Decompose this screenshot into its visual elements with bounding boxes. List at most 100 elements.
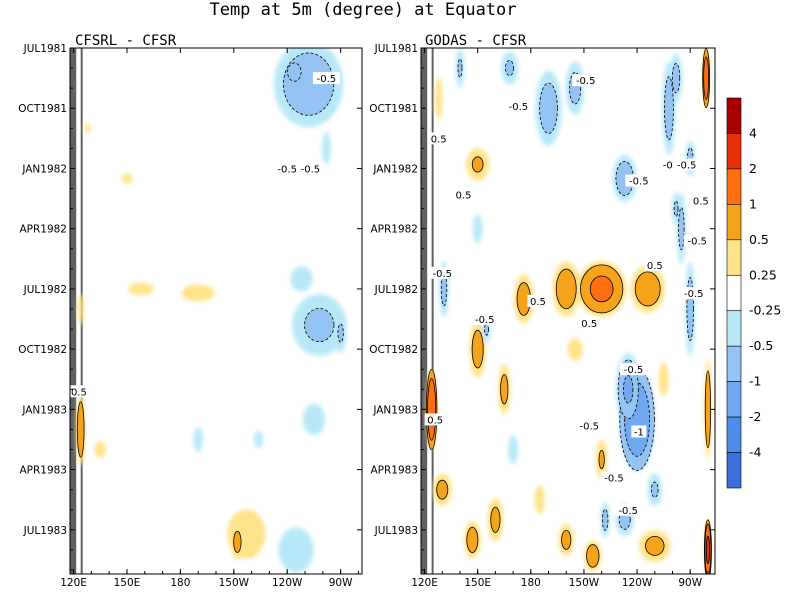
- svg-text:-0.5: -0.5: [688, 237, 708, 248]
- y-tick-jul1982: JUL1982: [374, 284, 715, 296]
- svg-text:-0.5: -0.5: [618, 506, 638, 517]
- anomaly-region: [555, 268, 577, 310]
- colorbar-label: 0.25: [749, 267, 777, 282]
- contour-label: 0.5: [424, 413, 446, 426]
- anomaly-region: [484, 322, 489, 336]
- y-tick-jul1983: JUL1983: [23, 525, 362, 537]
- svg-text:JAN1982: JAN1982: [21, 163, 67, 175]
- contour-labels-cfsrl-cfsr: -0.5 -0.5 -0.5 0.5: [68, 72, 340, 398]
- panel-cfsrl-cfsr: CFSRL - CFSR -0.5 -0.5 -0.5 0.5 120E 150E 180…: [18, 33, 363, 589]
- svg-text:120W: 120W: [272, 577, 303, 589]
- anomaly-region: [534, 485, 545, 514]
- contour-label: -0.5: [680, 286, 708, 300]
- anomaly-region: [457, 58, 463, 78]
- colorbar-label: -0.5: [749, 338, 773, 353]
- contour-label: 0.5: [68, 385, 90, 398]
- anomaly-region: [686, 277, 694, 341]
- svg-text:JUL1981: JUL1981: [374, 43, 418, 55]
- svg-text:-0.5: -0.5: [684, 289, 704, 300]
- anomaly-region: [287, 62, 302, 82]
- anomaly-region: [500, 374, 509, 405]
- anomaly-region: [705, 535, 710, 565]
- y-tick-oct1981: OCT1981: [18, 103, 362, 115]
- svg-text:0.5: 0.5: [693, 197, 709, 208]
- colorbar-swatch: [726, 168, 742, 205]
- contour-label: -0.5: [683, 234, 711, 248]
- anomaly-region: [634, 271, 661, 307]
- field-godas-cfsr: [421, 48, 712, 574]
- svg-text:90W: 90W: [329, 577, 353, 589]
- colorbar: 4 2 1 0.5 0.25 -0.25 -0.5 -1 -2 -4: [726, 97, 781, 489]
- svg-text:150W: 150W: [219, 577, 250, 589]
- svg-text:OCT1981: OCT1981: [369, 103, 418, 115]
- contour-label: -0.5: [504, 100, 532, 113]
- contour-label: -0.5: [614, 503, 642, 517]
- field-cfsrl-cfsr: [70, 48, 347, 574]
- y-tick-jan1983: JAN1983: [372, 404, 715, 416]
- x-tick-180: 180: [170, 48, 190, 589]
- contour-label: -0.5: [673, 158, 701, 171]
- y-tick-oct1982: OCT1982: [18, 344, 362, 356]
- svg-text:-0.5: -0.5: [432, 269, 452, 280]
- svg-text:OCT1982: OCT1982: [18, 344, 67, 356]
- svg-text:150W: 150W: [569, 577, 600, 589]
- colorbar-swatch: [726, 239, 742, 276]
- colorbar-swatch: [726, 381, 742, 418]
- y-tick-apr1983: APR1983: [370, 465, 715, 477]
- svg-text:0.5: 0.5: [530, 297, 546, 308]
- frame-godas-cfsr: [420, 47, 716, 575]
- anomaly-region: [471, 156, 484, 173]
- anomaly-region: [664, 76, 674, 141]
- anomaly-region: [472, 214, 483, 243]
- colorbar-swatch: [726, 204, 742, 241]
- svg-text:-0.5: -0.5: [509, 102, 529, 113]
- anomaly-region: [181, 284, 216, 302]
- anomaly-region: [508, 435, 519, 464]
- anomaly-region: [278, 527, 314, 573]
- contour-label: -0.5: [572, 74, 600, 87]
- svg-text:APR1983: APR1983: [19, 465, 67, 477]
- svg-text:-0.5: -0.5: [475, 315, 495, 326]
- colorbar-swatch: [726, 452, 742, 489]
- anomaly-region: [703, 56, 710, 100]
- y-tick-oct1981: OCT1981: [369, 103, 715, 115]
- svg-text:150E: 150E: [114, 577, 141, 589]
- anomaly-region: [539, 82, 558, 134]
- svg-text:-0.5: -0.5: [579, 421, 599, 432]
- anomaly-region: [128, 282, 155, 296]
- anomaly-region: [304, 308, 335, 343]
- svg-text:-0.5: -0.5: [624, 365, 644, 376]
- chart-title: Temp at 5m (degree) at Equator: [209, 0, 516, 20]
- contour-label: 0.5: [453, 188, 475, 202]
- svg-text:-0.5: -0.5: [317, 74, 337, 85]
- anomaly-region: [302, 403, 326, 436]
- contour-labels-godas-cfsr: -0.5 -0.5 0.5 -0.5 -0.5 -0.5 0.5 0.5 -0.5 0.5 -0.5…: [424, 74, 712, 517]
- svg-text:APR1982: APR1982: [370, 224, 418, 236]
- anomaly-region: [589, 275, 614, 303]
- anomaly-region: [254, 431, 264, 448]
- anomaly-region: [490, 506, 501, 533]
- svg-text:JUL1982: JUL1982: [374, 284, 418, 296]
- panel-title-godas-cfsr: GODAS - CFSR: [425, 33, 527, 49]
- svg-text:-0.5: -0.5: [277, 164, 297, 175]
- anomaly-region: [466, 526, 479, 553]
- svg-text:-0.5: -0.5: [301, 164, 321, 175]
- x-axis-godas-cfsr: 120E 150E 180 150W 120W 90W: [411, 48, 709, 589]
- svg-text:0.5: 0.5: [71, 387, 87, 398]
- anomaly-region: [651, 481, 659, 498]
- colorbar-label: 4: [749, 125, 757, 140]
- svg-text:150E: 150E: [464, 577, 491, 589]
- contour-label: -0.5: [428, 266, 456, 280]
- svg-text:JAN1982: JAN1982: [372, 163, 418, 175]
- panel-title-cfsrl-cfsr: CFSRL - CFSR: [75, 33, 177, 49]
- anomaly-region: [76, 401, 85, 458]
- anomaly-region: [471, 329, 484, 369]
- anomaly-region: [337, 323, 344, 343]
- anomaly-region: [561, 529, 572, 550]
- svg-text:180: 180: [170, 577, 190, 589]
- contour-label: 0.5: [690, 194, 712, 208]
- anomaly-region: [673, 200, 679, 217]
- svg-text:0.5: 0.5: [427, 415, 443, 426]
- contour-label: -0.5: [312, 72, 340, 85]
